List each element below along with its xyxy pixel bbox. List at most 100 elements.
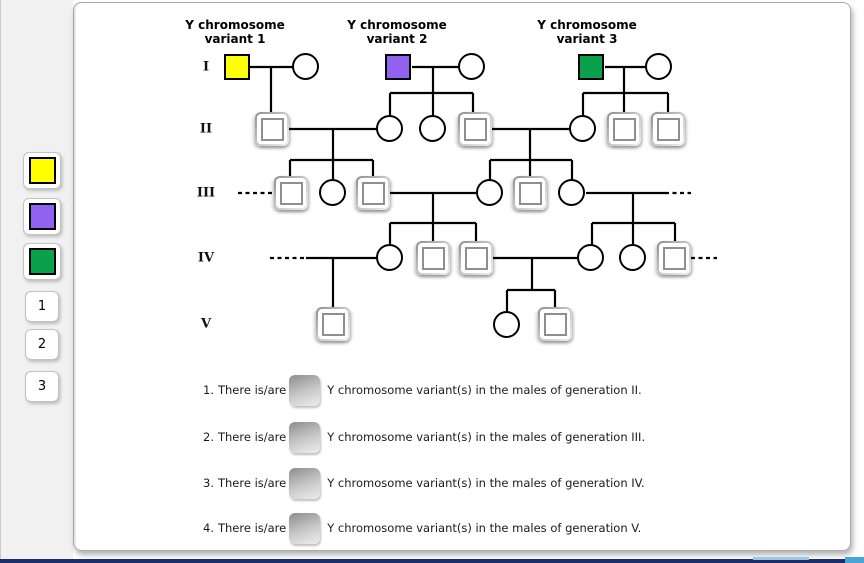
pedigree-male-II-6-dropzone[interactable] [607,112,641,146]
bottom-button-edge-left [753,557,809,560]
dropzone-inner [515,178,545,208]
pedigree-male-V-1-dropzone[interactable] [316,307,350,341]
generation-label-III: III [196,185,216,201]
question-number: 3. [203,476,214,490]
question-row-4: 4. There is/are Y chromosome variant(s) … [203,511,641,545]
male-square-outline [260,117,284,141]
generation-label-V: V [200,316,212,332]
drag-number-2-tile[interactable]: 2 [25,329,59,360]
answer-dropzone-3[interactable] [289,467,321,499]
pedigree-male-III-3-dropzone[interactable] [356,176,390,210]
answer-dropzone-1[interactable] [289,374,321,406]
pedigree-female-III-4 [476,179,504,207]
male-square-outline [656,117,680,141]
dropzone-inner [276,178,306,208]
variant-header-line1: Y chromosome [537,18,637,32]
pedigree-male-I-1-variant1 [223,53,250,80]
pedigree-female-V-2 [493,311,521,339]
question-suffix: Y chromosome variant(s) in the males of … [327,430,646,444]
dropzone-inner [418,243,448,273]
question-row-1: 1. There is/are Y chromosome variant(s) … [203,373,642,407]
pedigree-female-I-4 [458,53,486,81]
question-row-3: 3. There is/are Y chromosome variant(s) … [203,466,645,500]
pedigree-male-IV-6-dropzone[interactable] [657,241,691,275]
pedigree-male-IV-2-dropzone[interactable] [416,241,450,275]
drag-variant-1-tile[interactable] [23,152,61,189]
dropzone-inner [659,243,689,273]
variant-header-2: Y chromosome variant 2 [347,18,446,46]
question-number: 2. [203,430,214,444]
bottom-accent-bar [0,559,864,563]
draggable-items-tray: 1 2 3 [0,0,73,563]
question-prefix: There is/are [217,383,287,397]
pedigree-female-I-6 [645,53,673,81]
drag-variant-1-swatch [28,157,56,184]
pedigree-male-II-7-dropzone[interactable] [651,112,685,146]
drag-number-1-tile[interactable]: 1 [25,291,59,322]
generation-label-I: I [202,59,210,75]
dropzone-inner [540,309,570,339]
question-suffix: Y chromosome variant(s) in the males of … [327,383,642,397]
variant-header-3: Y chromosome variant 3 [537,18,636,46]
question-suffix: Y chromosome variant(s) in the males of … [327,476,645,490]
dropzone-inner [257,114,287,144]
pedigree-male-IV-3-dropzone[interactable] [459,241,493,275]
dropzone-inner [318,309,348,339]
question-prefix: There is/are [217,430,287,444]
bottom-button-edge-right [845,557,864,563]
drag-variant-2-swatch [28,203,56,230]
pedigree-female-II-2 [376,115,404,143]
pedigree-female-III-2 [319,179,347,207]
variant-header-line2: variant 1 [204,32,266,46]
question-prefix: There is/are [217,521,287,535]
pedigree-male-I-3-variant2 [384,53,411,80]
pedigree-female-IV-5 [619,244,647,272]
drag-variant-2-tile[interactable] [23,198,61,235]
variant-header-1: Y chromosome variant 1 [185,18,284,46]
dropzone-inner [358,178,388,208]
pedigree-male-III-1-dropzone[interactable] [274,176,308,210]
male-square-outline [518,181,542,205]
pedigree-male-V-3-dropzone[interactable] [538,307,572,341]
pedigree-male-II-4-dropzone[interactable] [458,112,492,146]
dropzone-inner [609,114,639,144]
dropzone-inner [653,114,683,144]
drag-number-3-tile[interactable]: 3 [25,371,59,402]
male-square-outline [662,246,686,270]
pedigree-male-III-5-dropzone[interactable] [513,176,547,210]
variant-header-line1: Y chromosome [185,18,285,32]
variant-header-line1: Y chromosome [347,18,447,32]
question-number: 1. [203,383,214,397]
question-row-2: 2. There is/are Y chromosome variant(s) … [203,420,645,454]
drag-variant-3-swatch [28,248,56,275]
pedigree-female-IV-4 [577,244,605,272]
male-square-outline [543,312,567,336]
pedigree-female-III-6 [558,179,586,207]
generation-label-II: II [199,121,213,137]
male-square-outline [464,246,488,270]
pedigree-male-II-1-dropzone[interactable] [255,112,289,146]
variant-header-line2: variant 3 [556,32,618,46]
dropzone-inner [460,114,490,144]
male-square-outline [279,181,303,205]
answer-dropzone-2[interactable] [289,421,321,453]
question-prefix: There is/are [217,476,287,490]
answer-dropzone-4[interactable] [289,512,321,544]
male-square-outline [321,312,345,336]
variant-header-line2: variant 2 [366,32,428,46]
pedigree-female-IV-1 [376,244,404,272]
question-number: 4. [203,521,214,535]
dropzone-inner [461,243,491,273]
male-square-outline [463,117,487,141]
male-square-outline [612,117,636,141]
pedigree-female-I-2 [292,53,320,81]
pedigree-male-I-5-variant3 [577,53,604,80]
pedigree-female-II-5 [569,115,597,143]
question-suffix: Y chromosome variant(s) in the males of … [327,521,642,535]
generation-label-IV: IV [197,250,215,266]
male-square-outline [421,246,445,270]
male-square-outline [361,181,385,205]
drag-variant-3-tile[interactable] [23,243,61,280]
pedigree-female-II-3 [419,115,447,143]
